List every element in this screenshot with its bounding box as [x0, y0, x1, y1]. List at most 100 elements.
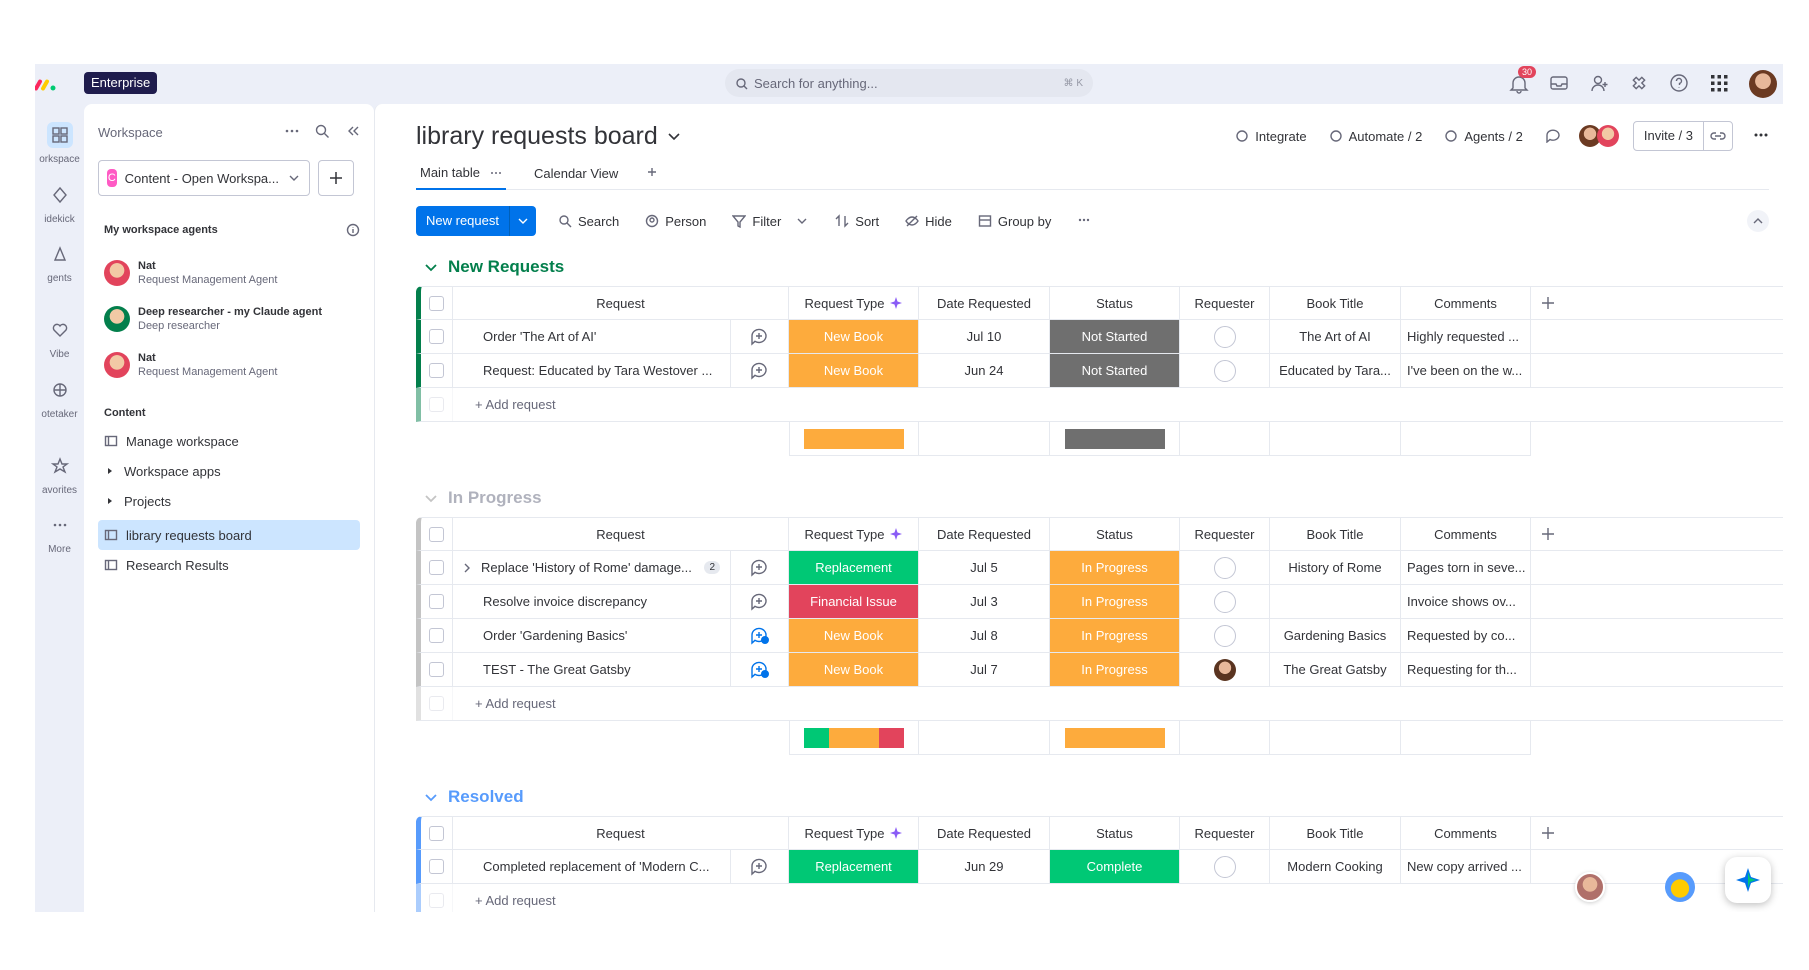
sidebar-tool[interactable]	[344, 123, 360, 142]
rail-item[interactable]: More	[35, 512, 84, 555]
rail-item[interactable]: otetaker	[35, 377, 84, 420]
add-item[interactable]: + Add request	[475, 696, 556, 711]
add-item[interactable]: + Add request	[475, 893, 556, 908]
rail-item[interactable]: avorites	[35, 453, 84, 496]
item-row[interactable]: Request: Educated by Tara Westover ... Ne…	[416, 354, 1783, 388]
notifications[interactable]: 30	[1509, 66, 1537, 94]
toolbar-item[interactable]: Group by	[978, 214, 1051, 229]
user-avatar[interactable]	[1749, 70, 1777, 98]
updates-icon	[750, 559, 767, 577]
add-column[interactable]	[1531, 518, 1565, 550]
item-row[interactable]: Replace 'History of Rome' damage... 2 Repl…	[416, 551, 1783, 585]
add-view[interactable]	[646, 166, 658, 181]
toolbar-item[interactable]: Hide	[905, 214, 952, 229]
rail-item[interactable]: gents	[35, 241, 84, 284]
updates-cell[interactable]	[731, 653, 789, 686]
item-row[interactable]: Completed replacement of 'Modern C... Rep…	[416, 850, 1783, 884]
checkbox[interactable]	[429, 662, 444, 677]
updates-cell[interactable]	[731, 585, 789, 618]
top-icon-button[interactable]	[1589, 73, 1609, 96]
floating-avatar[interactable]	[1575, 872, 1605, 902]
updates-cell[interactable]	[731, 551, 789, 584]
agent[interactable]: Nat Request Management Agent	[98, 342, 360, 388]
board-action[interactable]: Agents / 2	[1444, 129, 1523, 144]
board-action[interactable]: Automate / 2	[1329, 129, 1422, 144]
book-title-cell	[1270, 585, 1401, 618]
checkbox[interactable]	[429, 696, 444, 711]
agent[interactable]: Nat Request Management Agent	[98, 250, 360, 296]
toolbar-icon	[645, 214, 659, 228]
floating-avatar[interactable]	[1665, 872, 1695, 902]
sidebar-item[interactable]: library requests board	[98, 520, 360, 550]
updates-cell[interactable]	[731, 354, 789, 387]
checkbox[interactable]	[429, 295, 444, 311]
rail-icon-wrap	[46, 122, 73, 148]
ai-assistant-button[interactable]	[1725, 857, 1771, 903]
chat-button[interactable]	[1545, 127, 1561, 146]
sidebar-item[interactable]: Research Results	[98, 550, 360, 580]
sidebar-item-label: Workspace apps	[124, 463, 221, 479]
sidebar-tool[interactable]	[284, 123, 300, 142]
new-item-button[interactable]: New request	[416, 206, 536, 236]
top-icon-button[interactable]	[1549, 73, 1569, 96]
checkbox-cell	[421, 850, 453, 883]
item-row[interactable]: Order 'Gardening Basics' New Book Jul 8 In …	[416, 619, 1783, 653]
sidebar-item[interactable]: Workspace apps	[98, 456, 360, 486]
updates-cell[interactable]	[731, 320, 789, 353]
view-tab[interactable]: Main table	[416, 158, 506, 190]
search-box[interactable]: Search for anything... ⌘ K	[725, 69, 1093, 97]
checkbox[interactable]	[429, 329, 444, 344]
toolbar-more[interactable]	[1077, 213, 1091, 230]
checkbox[interactable]	[429, 526, 444, 542]
board-header: library requests board Integrate Automate …	[416, 114, 1783, 158]
top-icon-button[interactable]	[1629, 73, 1649, 96]
checkbox[interactable]	[429, 397, 444, 412]
add-column[interactable]	[1531, 287, 1565, 319]
group-header[interactable]: Resolved	[416, 782, 1783, 812]
invite-button[interactable]: Invite / 3	[1634, 122, 1704, 150]
updates-cell[interactable]	[731, 619, 789, 652]
toolbar-item[interactable]: Person	[645, 214, 706, 229]
item-row[interactable]: Order 'The Art of AI' New Book Jul 10 Not S…	[416, 320, 1783, 354]
toolbar-item[interactable]: Search	[558, 214, 619, 229]
checkbox-cell	[421, 619, 453, 652]
agent[interactable]: Deep researcher - my Claude agent Deep re…	[98, 296, 360, 342]
more-button[interactable]	[1753, 127, 1769, 146]
column-header: Request	[453, 817, 789, 849]
sidebar-item[interactable]: Projects	[98, 486, 360, 516]
rail-item[interactable]: Vibe	[35, 317, 84, 360]
top-icon-button[interactable]	[1669, 73, 1689, 96]
board-action[interactable]: Integrate	[1235, 129, 1307, 144]
checkbox[interactable]	[429, 825, 444, 841]
collapse-button[interactable]	[1747, 210, 1769, 232]
checkbox[interactable]	[429, 893, 444, 908]
toolbar-item[interactable]: Sort	[835, 214, 879, 229]
sidebar-item[interactable]: Manage workspace	[98, 426, 360, 456]
column-title: Date Requested	[937, 825, 1031, 841]
checkbox[interactable]	[429, 560, 444, 575]
group-header[interactable]: New Requests	[416, 252, 1783, 282]
checkbox[interactable]	[429, 363, 444, 378]
apps-button[interactable]	[1709, 73, 1729, 96]
group-header[interactable]: In Progress	[416, 483, 1783, 513]
checkbox[interactable]	[429, 594, 444, 609]
add-button[interactable]	[318, 160, 354, 196]
item-row[interactable]: TEST - The Great Gatsby New Book Jul 7 In P…	[416, 653, 1783, 687]
item-row[interactable]: Resolve invoice discrepancy Financial Iss…	[416, 585, 1783, 619]
rail-item[interactable]: orkspace	[35, 122, 84, 165]
copy-link[interactable]	[1704, 128, 1732, 144]
checkbox[interactable]	[429, 859, 444, 874]
checkbox[interactable]	[429, 628, 444, 643]
sidebar-tool[interactable]	[314, 123, 330, 142]
date-cell: Jul 10	[919, 320, 1050, 353]
updates-cell[interactable]	[731, 850, 789, 883]
board-members[interactable]	[1578, 125, 1619, 147]
view-tab[interactable]: Calendar View	[530, 158, 622, 190]
add-column[interactable]	[1531, 817, 1565, 849]
rail-item[interactable]: idekick	[35, 182, 84, 225]
add-item[interactable]: + Add request	[475, 397, 556, 412]
sidebar-item-label: Projects	[124, 493, 171, 509]
toolbar-item[interactable]: Filter	[732, 214, 809, 229]
workspace-selector[interactable]: C Content - Open Workspa...	[98, 160, 310, 196]
requester-cell	[1180, 850, 1270, 883]
